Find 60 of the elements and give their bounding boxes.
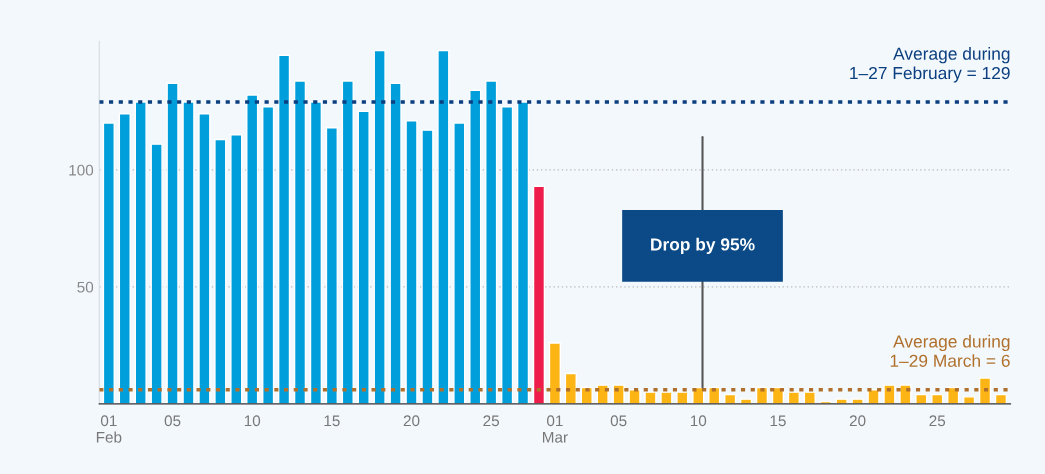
bar	[469, 89, 482, 404]
ref-line-label: Average during 1–27 February = 129	[850, 47, 1010, 83]
bar	[500, 106, 514, 404]
bar	[532, 185, 546, 404]
bar	[548, 342, 562, 404]
x-tick-label: 15	[770, 415, 786, 427]
x-tick-label: 15	[324, 415, 340, 427]
bar	[341, 80, 354, 404]
bar	[277, 54, 291, 404]
bar	[262, 106, 275, 404]
x-tick-label: 10	[690, 415, 707, 427]
bar	[214, 138, 227, 404]
bar	[166, 82, 179, 404]
bar	[867, 389, 880, 404]
bar	[978, 377, 992, 404]
y-tick-label: 100	[69, 164, 94, 176]
bar	[373, 49, 386, 404]
x-tick-label: 25	[929, 415, 946, 427]
bar	[325, 127, 338, 404]
bar	[628, 389, 641, 404]
bar	[182, 101, 195, 404]
bar	[787, 391, 800, 404]
bar	[102, 122, 115, 404]
bar	[962, 396, 976, 404]
bar	[118, 113, 131, 404]
bar	[389, 82, 402, 404]
bar	[246, 94, 259, 404]
bar	[309, 101, 323, 404]
bar	[676, 391, 689, 404]
bar	[293, 80, 307, 404]
y-tick-label: 50	[77, 281, 94, 293]
bar	[660, 391, 673, 404]
bar	[134, 101, 147, 404]
ref-line-label: Average during 1–29 March = 6	[890, 334, 1010, 367]
bar	[230, 134, 243, 404]
bar	[564, 372, 577, 404]
annotation: Drop by 95%	[651, 237, 755, 255]
bar	[405, 120, 418, 404]
x-tick-label: 20	[849, 415, 866, 427]
bar	[198, 113, 211, 404]
bar	[437, 49, 450, 404]
x-tick-label: 20	[403, 415, 420, 427]
x-tick-label: 25	[483, 415, 500, 427]
bar	[851, 398, 864, 404]
x-tick-label: 10	[244, 415, 261, 427]
bar	[357, 110, 370, 404]
bar	[516, 101, 530, 404]
bar	[644, 391, 657, 404]
bar	[883, 384, 896, 404]
bar	[835, 398, 848, 404]
bar	[453, 122, 466, 404]
bar	[421, 129, 434, 404]
bar	[150, 143, 163, 404]
bar	[739, 398, 753, 404]
bar	[485, 80, 498, 404]
x-tick-label: 01 Mar	[542, 415, 568, 443]
x-tick-label: 05	[610, 415, 627, 427]
x-tick-label: 01 Feb	[96, 415, 122, 443]
bar	[803, 391, 816, 404]
x-tick-label: 05	[164, 415, 181, 427]
